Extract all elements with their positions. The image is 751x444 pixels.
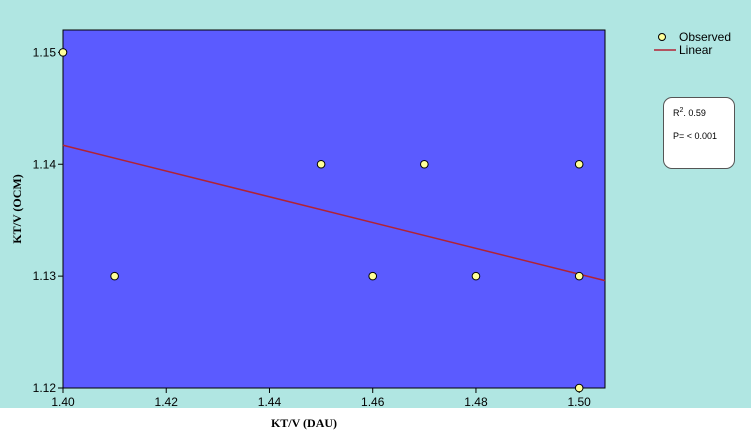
observed-point (110, 271, 119, 281)
observed-point (574, 159, 584, 169)
observed-point (471, 271, 481, 281)
legend-observed-label: Observed (679, 30, 731, 44)
y-axis-title: KT/V (OCM) (10, 174, 24, 243)
observed-point (368, 271, 378, 281)
y-tick-label: 1.14 (33, 157, 57, 171)
y-tick-label: 1.12 (33, 381, 57, 395)
x-tick-label: 1.50 (568, 395, 592, 409)
x-axis-title: KT/V (DAU) (271, 416, 337, 430)
x-tick-label: 1.40 (51, 395, 75, 409)
y-tick-label: 1.15 (33, 45, 57, 59)
x-tick-label: 1.46 (361, 395, 385, 409)
plot-area (62, 29, 606, 389)
observed-points-group (58, 48, 584, 393)
x-axis: 1.40 1.42 1.44 1.46 1.48 1.50 (51, 388, 591, 409)
observed-point (574, 271, 584, 281)
legend: Observed Linear (654, 30, 731, 57)
linear-fit-line (62, 144, 606, 282)
observed-point (420, 159, 429, 169)
y-tick-label: 1.13 (33, 269, 57, 283)
p-value-annotation: P= < 0.001 (673, 131, 718, 141)
observed-point (58, 48, 68, 57)
x-tick-label: 1.42 (155, 395, 179, 409)
x-tick-label: 1.44 (258, 395, 282, 409)
legend-linear-label: Linear (679, 43, 712, 57)
legend-observed-marker (658, 33, 666, 41)
observed-point (574, 383, 584, 393)
r-squared-annotation: R2. 0.59 (673, 107, 706, 118)
observed-point (316, 159, 326, 169)
y-axis: 1.12 1.13 1.14 1.15 (33, 45, 63, 395)
linear-fit-group (62, 144, 606, 282)
x-tick-label: 1.48 (464, 395, 488, 409)
stats-annotation-box: R2. 0.59 P= < 0.001 (663, 97, 735, 169)
